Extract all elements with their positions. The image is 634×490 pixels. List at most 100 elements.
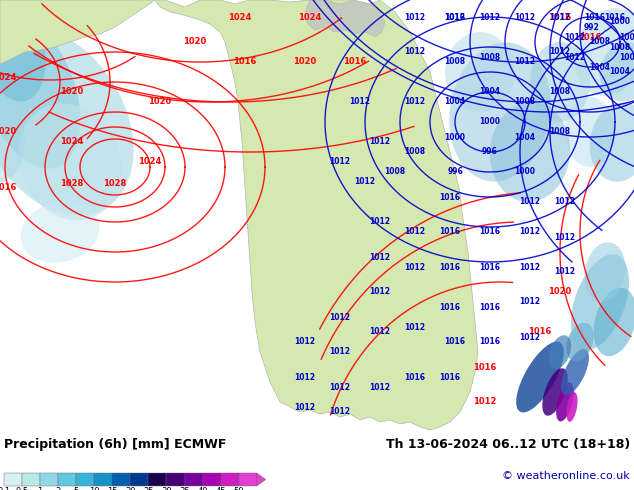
Text: 25: 25 bbox=[143, 487, 153, 490]
Text: 1012: 1012 bbox=[555, 232, 576, 242]
Text: 1012: 1012 bbox=[370, 138, 391, 147]
Text: 1016: 1016 bbox=[578, 32, 602, 42]
Polygon shape bbox=[0, 0, 155, 64]
Text: 1012: 1012 bbox=[555, 268, 576, 276]
Text: 1004: 1004 bbox=[619, 32, 634, 42]
Text: 1012: 1012 bbox=[295, 402, 316, 412]
Text: 1008: 1008 bbox=[479, 52, 501, 62]
Text: 1028: 1028 bbox=[103, 179, 127, 189]
Ellipse shape bbox=[240, 2, 320, 102]
Bar bbox=[184, 473, 203, 486]
Text: 1012: 1012 bbox=[349, 98, 370, 106]
Polygon shape bbox=[155, 0, 478, 430]
Text: 2: 2 bbox=[56, 487, 61, 490]
Text: 15: 15 bbox=[107, 487, 117, 490]
Bar bbox=[112, 473, 131, 486]
Text: 1008: 1008 bbox=[590, 38, 611, 47]
Text: 1000: 1000 bbox=[444, 132, 465, 142]
Text: 1008: 1008 bbox=[609, 43, 631, 51]
Text: 1012: 1012 bbox=[404, 322, 425, 332]
Ellipse shape bbox=[556, 383, 574, 421]
Text: 1000: 1000 bbox=[515, 168, 536, 176]
Ellipse shape bbox=[310, 97, 370, 167]
Text: 1012: 1012 bbox=[330, 347, 351, 357]
Text: 1008: 1008 bbox=[514, 98, 536, 106]
Text: 1016: 1016 bbox=[444, 13, 465, 22]
Text: 1016: 1016 bbox=[344, 57, 366, 67]
Text: 1012: 1012 bbox=[330, 383, 351, 392]
Text: 1012: 1012 bbox=[370, 288, 391, 296]
Bar bbox=[94, 473, 112, 486]
Text: 1012: 1012 bbox=[404, 263, 425, 271]
Ellipse shape bbox=[0, 28, 134, 216]
Text: 50: 50 bbox=[233, 487, 244, 490]
Text: 1004: 1004 bbox=[515, 132, 536, 142]
Bar bbox=[239, 473, 257, 486]
Text: 1012: 1012 bbox=[330, 157, 351, 167]
Ellipse shape bbox=[516, 342, 564, 413]
Ellipse shape bbox=[585, 242, 625, 302]
Text: 1004: 1004 bbox=[479, 88, 500, 97]
Text: 20: 20 bbox=[125, 487, 136, 490]
Ellipse shape bbox=[600, 42, 634, 102]
Text: 1004: 1004 bbox=[609, 68, 630, 76]
Ellipse shape bbox=[490, 102, 570, 202]
Text: 0.5: 0.5 bbox=[15, 487, 29, 490]
Text: 1012: 1012 bbox=[370, 252, 391, 262]
Text: 1024: 1024 bbox=[0, 73, 16, 81]
Text: 992: 992 bbox=[584, 23, 600, 31]
Text: 1024: 1024 bbox=[138, 157, 162, 167]
Ellipse shape bbox=[450, 43, 551, 181]
Text: 1004: 1004 bbox=[444, 98, 465, 106]
Text: 1008: 1008 bbox=[444, 57, 465, 67]
Ellipse shape bbox=[0, 15, 81, 169]
Ellipse shape bbox=[593, 288, 634, 356]
Text: 996: 996 bbox=[447, 168, 463, 176]
Text: 1016: 1016 bbox=[233, 57, 257, 67]
Text: 1016: 1016 bbox=[479, 263, 500, 271]
Ellipse shape bbox=[345, 42, 395, 102]
Ellipse shape bbox=[590, 102, 634, 182]
Text: 35: 35 bbox=[179, 487, 190, 490]
Text: 1012: 1012 bbox=[515, 13, 536, 22]
Text: 1012: 1012 bbox=[515, 57, 536, 67]
Text: Th 13-06-2024 06..12 UTC (18+18): Th 13-06-2024 06..12 UTC (18+18) bbox=[385, 438, 630, 451]
Ellipse shape bbox=[530, 42, 590, 122]
Text: 1016: 1016 bbox=[444, 338, 465, 346]
Text: 1012: 1012 bbox=[404, 227, 425, 237]
Polygon shape bbox=[305, 0, 385, 37]
Text: 1012: 1012 bbox=[404, 98, 425, 106]
Text: 1016: 1016 bbox=[439, 302, 460, 312]
Ellipse shape bbox=[18, 104, 122, 220]
Bar bbox=[131, 473, 148, 486]
Text: 1020: 1020 bbox=[148, 98, 172, 106]
Text: 1012: 1012 bbox=[519, 227, 541, 237]
Text: 1016: 1016 bbox=[474, 363, 496, 371]
Bar bbox=[203, 473, 221, 486]
Text: 1016: 1016 bbox=[479, 338, 500, 346]
Text: 40: 40 bbox=[197, 487, 208, 490]
Ellipse shape bbox=[20, 201, 100, 263]
Text: 1020: 1020 bbox=[294, 57, 316, 67]
Text: 1024: 1024 bbox=[228, 13, 252, 22]
Text: 1012: 1012 bbox=[295, 372, 316, 382]
Text: 1012: 1012 bbox=[519, 297, 541, 307]
Text: 1024: 1024 bbox=[60, 138, 84, 147]
Text: 0.1: 0.1 bbox=[0, 487, 11, 490]
Text: 1012: 1012 bbox=[555, 197, 576, 206]
Text: 10: 10 bbox=[89, 487, 100, 490]
Text: 1016: 1016 bbox=[479, 227, 500, 237]
Text: 1004: 1004 bbox=[590, 63, 611, 72]
Text: 1012: 1012 bbox=[370, 218, 391, 226]
Text: 1012: 1012 bbox=[519, 263, 541, 271]
Text: 1012: 1012 bbox=[474, 397, 496, 407]
Ellipse shape bbox=[542, 368, 567, 416]
Text: 1016: 1016 bbox=[528, 327, 552, 337]
Bar bbox=[167, 473, 184, 486]
Bar bbox=[4, 473, 22, 486]
Text: 1: 1 bbox=[37, 487, 42, 490]
Text: 1008: 1008 bbox=[550, 127, 571, 137]
Text: 30: 30 bbox=[161, 487, 172, 490]
Text: 1020: 1020 bbox=[183, 38, 207, 47]
Text: 1008: 1008 bbox=[404, 147, 425, 156]
